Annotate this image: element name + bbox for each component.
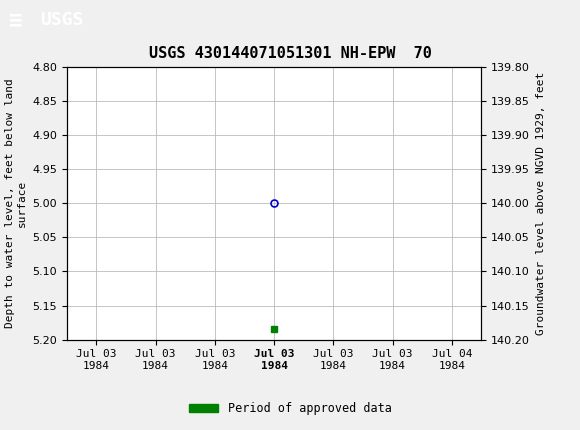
Text: ≡: ≡ (9, 10, 22, 31)
Y-axis label: Depth to water level, feet below land
surface: Depth to water level, feet below land su… (5, 78, 27, 328)
Y-axis label: Groundwater level above NGVD 1929, feet: Groundwater level above NGVD 1929, feet (535, 71, 546, 335)
Legend: Period of approved data: Period of approved data (184, 397, 396, 420)
Text: USGS: USGS (41, 12, 84, 29)
Text: USGS 430144071051301 NH-EPW  70: USGS 430144071051301 NH-EPW 70 (148, 46, 432, 61)
